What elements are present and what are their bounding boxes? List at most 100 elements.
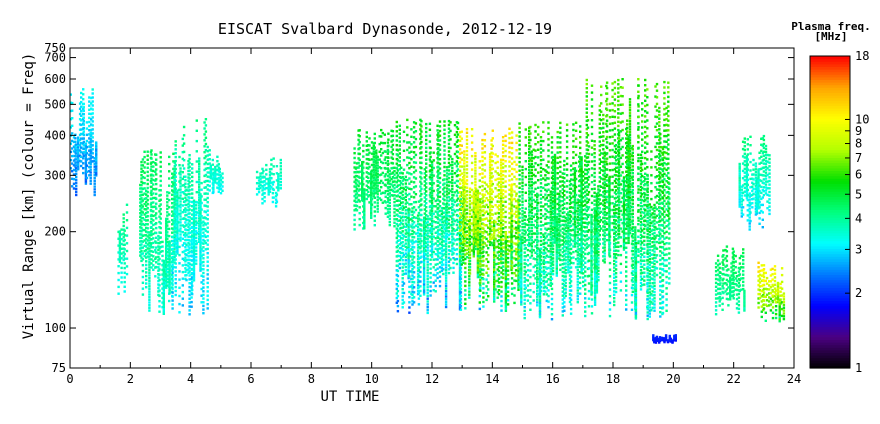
data-point <box>82 123 85 126</box>
data-point <box>504 288 508 291</box>
data-point <box>378 173 381 177</box>
data-point <box>497 246 501 250</box>
data-point <box>422 260 426 264</box>
data-point <box>401 241 404 244</box>
data-point <box>414 153 418 157</box>
data-point <box>475 243 478 246</box>
data-point <box>145 263 148 267</box>
data-point <box>206 145 209 149</box>
data-point <box>451 163 454 167</box>
data-point <box>387 150 390 153</box>
data-point <box>472 226 475 229</box>
data-point <box>400 246 403 250</box>
data-point <box>149 150 153 154</box>
data-point <box>504 239 508 243</box>
data-point <box>426 252 429 255</box>
data-point <box>396 179 400 182</box>
data-point <box>396 244 400 247</box>
data-point <box>468 237 472 241</box>
data-point <box>442 230 445 233</box>
data-point <box>365 153 368 156</box>
data-point <box>195 139 198 143</box>
data-point <box>95 157 98 160</box>
data-point <box>154 257 157 261</box>
data-point <box>145 215 148 218</box>
data-point <box>178 245 181 249</box>
data-point <box>355 175 359 178</box>
data-point <box>490 192 493 195</box>
data-point <box>176 242 179 246</box>
data-point <box>145 211 148 215</box>
data-point <box>152 196 155 200</box>
data-point <box>438 223 442 227</box>
data-point <box>479 233 482 236</box>
data-point <box>443 236 446 239</box>
data-point <box>438 270 442 274</box>
data-point <box>158 268 161 271</box>
data-point <box>520 265 523 268</box>
data-point <box>199 199 202 202</box>
data-point <box>479 284 482 287</box>
data-point <box>82 98 85 101</box>
data-point <box>501 200 505 203</box>
data-point <box>84 166 88 170</box>
data-point <box>476 266 480 269</box>
data-point <box>166 281 169 284</box>
data-point <box>518 255 521 258</box>
data-point <box>162 281 165 285</box>
data-point <box>530 181 534 184</box>
data-point <box>204 167 208 170</box>
data-point <box>373 192 376 195</box>
data-point <box>178 311 181 314</box>
data-point <box>72 136 76 139</box>
data-point <box>494 170 497 173</box>
data-point <box>490 168 493 171</box>
data-point <box>202 297 205 300</box>
data-point <box>437 247 440 251</box>
data-point <box>77 165 80 168</box>
data-point <box>425 166 428 169</box>
data-point <box>476 189 480 192</box>
data-point <box>123 276 126 279</box>
data-point <box>437 244 440 247</box>
data-point <box>75 161 78 164</box>
data-point <box>449 198 452 201</box>
data-point <box>168 276 171 279</box>
data-point <box>536 264 539 267</box>
data-point <box>141 234 145 237</box>
data-point <box>476 201 480 204</box>
data-point <box>199 218 202 221</box>
data-point <box>188 188 191 192</box>
data-point <box>411 226 414 229</box>
data-point <box>534 206 537 210</box>
data-point <box>510 207 513 210</box>
data-point <box>412 176 416 179</box>
data-point <box>408 141 411 144</box>
data-point <box>200 215 203 218</box>
data-point <box>179 194 182 197</box>
data-point <box>475 193 478 197</box>
data-point <box>429 240 432 243</box>
data-point <box>157 255 160 259</box>
data-point <box>443 190 446 194</box>
data-point <box>530 187 534 190</box>
data-point <box>462 190 465 194</box>
data-point <box>510 287 514 290</box>
data-point <box>406 224 409 227</box>
data-point <box>526 248 530 252</box>
data-point <box>434 274 437 277</box>
data-point <box>412 166 416 169</box>
data-point <box>440 224 444 227</box>
data-point <box>426 303 429 306</box>
data-point <box>481 197 484 200</box>
data-point <box>437 150 440 154</box>
data-point <box>515 141 518 145</box>
data-point <box>172 265 175 269</box>
data-point <box>168 262 171 265</box>
data-point <box>420 172 423 175</box>
data-point <box>521 165 524 168</box>
data-point <box>353 175 356 179</box>
data-point <box>370 182 373 185</box>
data-point <box>191 192 194 195</box>
data-point <box>481 176 484 179</box>
